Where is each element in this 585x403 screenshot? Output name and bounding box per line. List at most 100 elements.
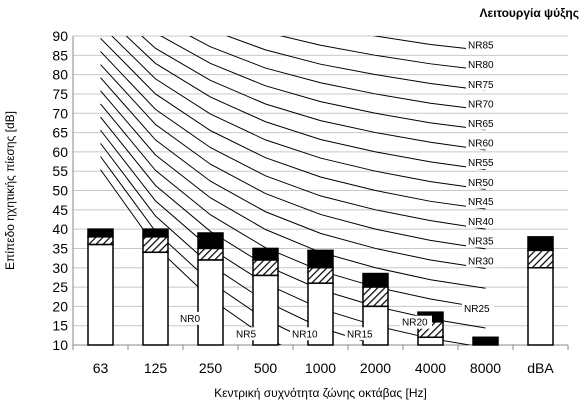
nr-label-bg (400, 315, 432, 329)
nr-curves (100, 36, 486, 345)
y-tick-label: 25 (52, 279, 68, 295)
bar-base-segment (417, 336, 444, 346)
nr-curve (160, 36, 486, 131)
nr-curve-label: NR35 (468, 237, 494, 248)
x-tick-label: 2000 (360, 360, 391, 376)
y-tick-label: 50 (52, 183, 68, 199)
nr-curve-label: NR75 (468, 80, 494, 91)
nr-label-bg (466, 156, 498, 170)
bar-base-segment (527, 267, 554, 346)
nr-curve (125, 36, 486, 171)
y-tick-label: 40 (52, 221, 68, 237)
nr-curve (100, 37, 486, 210)
nr-label-bg (466, 97, 498, 111)
nr-curve-label: NR25 (464, 304, 490, 315)
nr-curve-label: NR60 (468, 138, 494, 149)
bar-hatched-segment (527, 249, 554, 269)
bar-top-segment (197, 232, 224, 250)
bar-top-segment (362, 272, 389, 288)
nr-curve-label: NR80 (468, 60, 494, 71)
bar-top-segment (142, 228, 169, 238)
nr-curve-label: NR70 (468, 99, 494, 110)
nr-curve (100, 90, 486, 289)
nr-label-bg (466, 254, 498, 268)
nr-curve-labels: NR0 NR5 NR10 NR15 NR20 NR25 NR30 NR35 NR40 NR45 NR… (178, 38, 498, 341)
x-tick-label: 250 (199, 360, 223, 376)
nr-curve (111, 36, 486, 190)
nr-curve-label: NR20 (402, 318, 428, 329)
nr-curve-label: NR30 (468, 256, 494, 267)
y-tick-label: 60 (52, 144, 68, 160)
y-tick-label: 65 (52, 125, 68, 141)
nr-label-bg (466, 195, 498, 209)
y-tick-label: 30 (52, 260, 68, 276)
nr-curve-label: NR45 (468, 197, 494, 208)
nr-curve (100, 77, 486, 270)
nr-label-bg (345, 327, 377, 341)
nr-curve-label: NR0 (180, 314, 200, 325)
x-tick-label: dBA (527, 360, 554, 376)
nr-label-bg (466, 77, 498, 91)
bar-hatched-segment (87, 236, 114, 246)
bar-base-segment (142, 251, 169, 346)
bar-hatched-segment (197, 247, 224, 261)
nr-curve-label: NR65 (468, 119, 494, 130)
nr-label-bg (466, 116, 498, 130)
bars (87, 228, 554, 346)
x-tick-label: 8000 (470, 360, 501, 376)
nr-curve (100, 143, 378, 345)
y-tick-label: 45 (52, 202, 68, 218)
nr-label-bg (290, 327, 322, 341)
x-tick-label: 125 (144, 360, 168, 376)
y-tick-label: 70 (52, 105, 68, 121)
nr-curve (372, 36, 486, 52)
nr-label-bg (466, 58, 498, 72)
bar-hatched-segment (252, 259, 279, 277)
x-tick-label: 1000 (305, 360, 336, 376)
bar-top-segment (87, 228, 114, 238)
bar-top-segment (307, 249, 334, 269)
nr-curve-label: NR40 (468, 217, 494, 228)
axes: Κεντρική συχνότητα ζώνης οκτάβας [Hz] Επ… (3, 28, 554, 400)
nr-label-bg (234, 327, 259, 341)
bar-top-segment (252, 247, 279, 261)
y-tick-label: 80 (52, 67, 68, 83)
nr-curve (279, 36, 486, 71)
y-tick-label: 10 (52, 337, 68, 353)
y-tick-label: 15 (52, 318, 68, 334)
nr-label-bg (466, 38, 498, 52)
y-tick-label: 90 (52, 28, 68, 44)
nr-curve (100, 51, 486, 230)
nr-curve (100, 64, 486, 250)
bar-hatched-segment (362, 286, 389, 308)
y-tick-label: 85 (52, 47, 68, 63)
y-tick-label: 35 (52, 240, 68, 256)
bar-hatched-segment (307, 267, 334, 284)
nr-label-bg (178, 311, 203, 325)
nr-curve-label: NR10 (292, 329, 318, 340)
nr-curve-label: NR55 (468, 158, 494, 169)
bar-hatched-segment (142, 236, 169, 254)
bar-base-segment (197, 259, 224, 346)
nr-label-bg (466, 234, 498, 248)
nr-curve-label: NR85 (468, 40, 494, 51)
y-tick-label: 75 (52, 86, 68, 102)
nr-curve (225, 36, 486, 91)
nr-label-bg (466, 214, 498, 228)
nr-curve-label: NR5 (236, 329, 256, 340)
y-tick-label: 20 (52, 298, 68, 314)
nr-curve (100, 103, 486, 309)
x-tick-label: 63 (93, 360, 109, 376)
y-tick-label: 55 (52, 163, 68, 179)
nr-curve-label: NR50 (468, 178, 494, 189)
nr-label-bg (462, 302, 494, 316)
chart-title: Λειτουργία ψύξης (479, 6, 579, 20)
bar-top-segment (472, 336, 499, 346)
x-tick-label: 4000 (415, 360, 446, 376)
nr-curve (188, 36, 486, 111)
bar-top-segment (527, 236, 554, 252)
bar-base-segment (87, 243, 114, 346)
nr-curve-label: NR15 (347, 329, 373, 340)
x-tick-label: 500 (254, 360, 278, 376)
